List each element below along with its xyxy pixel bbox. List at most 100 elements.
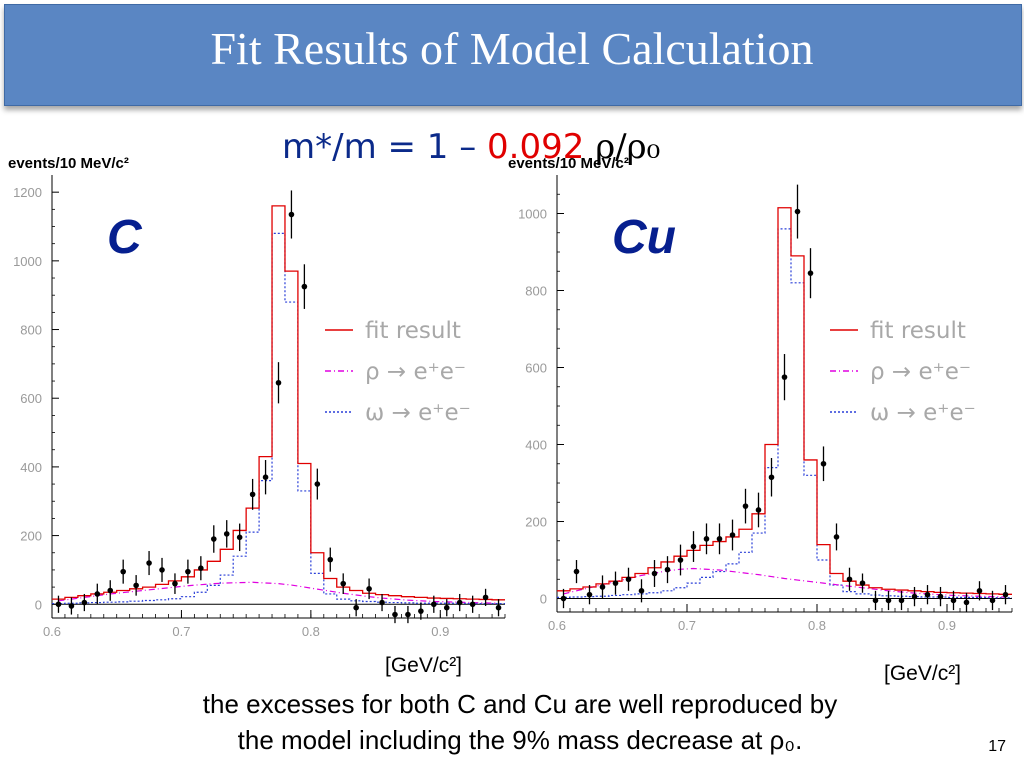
legend-rho-label: ρ → e⁺e⁻	[365, 359, 466, 385]
ylabel-c: events/10 MeV/c²	[8, 155, 129, 172]
data-point	[703, 536, 710, 542]
data-point	[859, 580, 866, 586]
x-tick-label: 0.9	[938, 618, 956, 633]
y-tick-label: 800	[20, 323, 42, 338]
rho-series-line	[58, 581, 499, 604]
data-point	[236, 534, 243, 541]
data-point	[431, 601, 437, 608]
data-point	[573, 568, 580, 575]
data-point	[456, 599, 463, 606]
y-tick-label: 600	[20, 391, 42, 406]
title-banner: Fit Results of Model Calculation	[0, 0, 1024, 112]
data-point	[275, 379, 282, 386]
data-point	[768, 474, 775, 481]
data-point	[469, 601, 476, 608]
data-point	[794, 208, 801, 215]
fit-result-line	[557, 207, 1012, 595]
data-point	[885, 597, 892, 604]
data-point	[107, 587, 114, 594]
y-tick-label: 200	[525, 515, 547, 530]
data-point	[1002, 591, 1009, 598]
data-point	[482, 594, 489, 601]
data-point	[716, 536, 723, 542]
y-tick-label: 600	[525, 361, 547, 376]
data-point	[755, 507, 762, 513]
data-point	[651, 570, 658, 577]
fit-result-line	[52, 205, 505, 601]
data-point	[159, 567, 165, 573]
data-point	[405, 611, 411, 618]
x-tick-label: 0.7	[678, 618, 696, 633]
nucleus-label-cu: Cu	[612, 211, 676, 264]
y-tick-label: 1000	[13, 254, 42, 269]
legend-fit-label: fit result	[870, 318, 966, 344]
x-tick-label: 0.9	[431, 624, 449, 639]
y-tick-label: 1000	[518, 207, 547, 222]
data-point	[664, 566, 671, 573]
caption-line-1: the excesses for both C and Cu are well …	[202, 689, 838, 719]
data-point	[340, 580, 347, 587]
formula-suffix: ρ/ρ₀	[584, 127, 661, 167]
y-tick-label: 800	[525, 284, 547, 299]
data-point	[288, 211, 295, 218]
legend-omega-label: ω → e⁺e⁻	[365, 400, 471, 426]
data-point	[963, 599, 970, 606]
x-tick-label: 0.8	[302, 624, 320, 639]
data-point	[133, 582, 139, 589]
x-tick-label: 0.7	[172, 624, 190, 639]
data-point	[638, 588, 645, 594]
data-point	[599, 584, 606, 590]
data-point	[301, 283, 308, 290]
data-point	[911, 593, 918, 600]
data-point	[55, 601, 62, 608]
formula-coefficient: 0.092	[487, 127, 585, 167]
data-point	[379, 599, 385, 606]
y-tick-label: 0	[35, 597, 42, 612]
omega-series-line	[52, 232, 505, 605]
data-point	[833, 534, 840, 540]
formula-prefix: m*/m = 1 –	[282, 127, 488, 167]
x-tick-label: 0.8	[808, 618, 826, 633]
data-point	[81, 599, 88, 606]
nucleus-label-c: C	[107, 211, 142, 264]
data-point	[314, 481, 321, 487]
data-point	[366, 586, 372, 592]
data-point	[146, 560, 152, 566]
chart-c-svg: 0 200 400 600 800 1000 1200 0.6 0.7 0.8 0.9 fit res…	[13, 175, 506, 639]
data-point	[872, 597, 879, 604]
data-point	[185, 568, 191, 575]
data-point	[443, 604, 450, 611]
data-point	[198, 565, 204, 572]
data-point	[976, 588, 983, 594]
data-point	[989, 597, 996, 604]
data-point	[729, 532, 736, 538]
data-point	[392, 611, 398, 618]
data-point	[262, 474, 269, 481]
y-tick-label: 200	[20, 529, 42, 544]
data-point	[172, 580, 178, 587]
data-point	[846, 576, 853, 583]
x-tick-label: 0.6	[548, 618, 566, 633]
legend-omega-label: ω → e⁺e⁻	[870, 400, 976, 426]
data-point	[120, 568, 126, 575]
data-point	[210, 536, 217, 542]
data-point	[418, 608, 424, 614]
legend-rho-label: ρ → e⁺e⁻	[870, 359, 971, 385]
data-point	[807, 270, 814, 276]
data-point	[586, 591, 593, 598]
mass-formula: m*/m = 1 – 0.092 ρ/ρ₀	[282, 127, 660, 167]
ylabel-cu: events/10 MeV/c²	[508, 155, 629, 172]
data-point	[353, 604, 359, 611]
data-point	[820, 460, 827, 467]
data-point	[249, 491, 256, 498]
data-point	[625, 576, 632, 583]
data-point	[677, 557, 684, 563]
data-point	[937, 593, 944, 600]
chart-panel-cu: 0 200 400 600 800 1000 0.6 0.7 0.8 0.9 fit result ρ…	[508, 150, 1024, 690]
caption-line-2: the model including the 9% mass decrease…	[237, 725, 803, 755]
xlabel-unit-c: [GeV/c²]	[385, 654, 463, 677]
data-point	[690, 543, 697, 550]
data-point	[898, 597, 905, 604]
data-point	[560, 595, 567, 602]
x-tick-label: 0.6	[43, 624, 61, 639]
